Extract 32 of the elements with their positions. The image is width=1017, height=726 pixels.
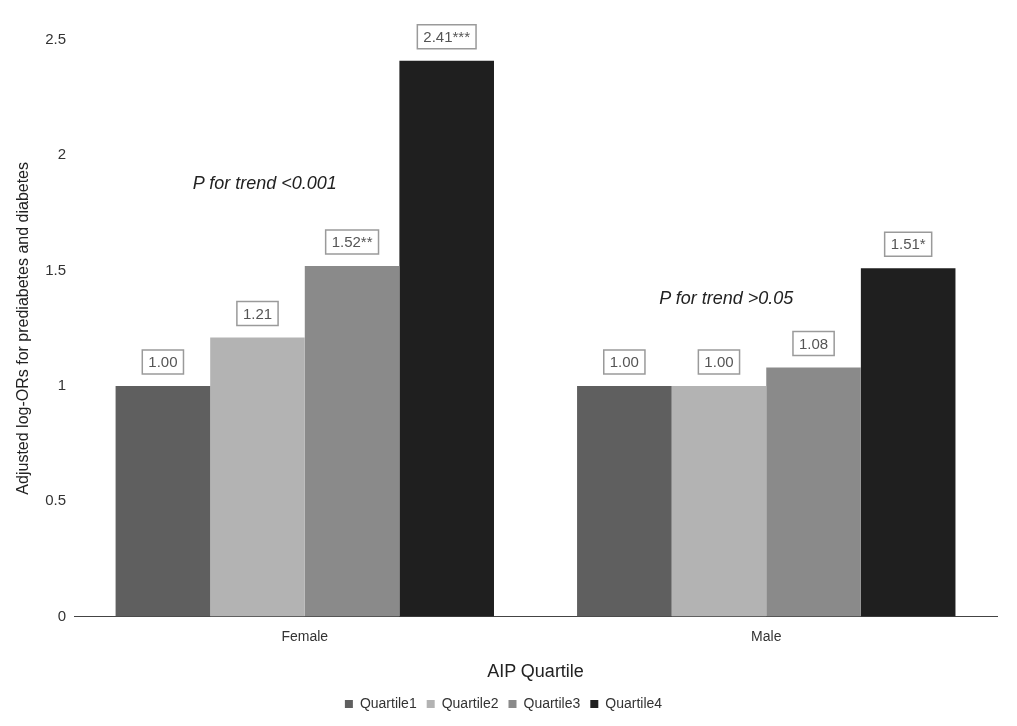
x-axis-title: AIP Quartile bbox=[487, 661, 584, 682]
bar bbox=[860, 268, 956, 617]
annotation: P for trend <0.001 bbox=[192, 173, 337, 194]
y-tick-label: 0.5 bbox=[45, 491, 67, 509]
y-tick-label: 1.5 bbox=[45, 260, 67, 278]
bar bbox=[115, 385, 211, 617]
bar bbox=[577, 385, 672, 617]
data-label: 1.52** bbox=[331, 233, 373, 251]
x-tick-label: Male bbox=[751, 627, 782, 644]
y-tick-label: 2 bbox=[57, 145, 67, 163]
legend-label: Quartile2 bbox=[441, 694, 499, 711]
legend-label: Quartile3 bbox=[523, 694, 581, 711]
bar bbox=[766, 367, 861, 617]
y-tick-label: 1 bbox=[57, 376, 67, 394]
x-tick-label: Female bbox=[281, 627, 329, 644]
legend-label: Quartile1 bbox=[359, 694, 417, 711]
data-label: 1.51* bbox=[890, 235, 926, 253]
y-tick-label: 0 bbox=[57, 606, 67, 624]
annotation: P for trend >0.05 bbox=[659, 288, 795, 309]
data-label: 1.00 bbox=[148, 353, 178, 371]
bar bbox=[399, 60, 494, 617]
data-label: 1.00 bbox=[609, 353, 639, 371]
y-axis-title: Adjusted log-ORs for prediabetes and diabetes bbox=[14, 161, 32, 495]
bar bbox=[304, 266, 400, 617]
data-label: 1.21 bbox=[242, 304, 273, 322]
y-tick-label: 2.5 bbox=[45, 30, 67, 48]
bar bbox=[671, 385, 767, 617]
data-label: 2.41*** bbox=[423, 27, 471, 45]
legend-label: Quartile4 bbox=[605, 694, 663, 711]
data-label: 1.00 bbox=[704, 353, 734, 371]
bar bbox=[210, 337, 305, 617]
data-label: 1.08 bbox=[798, 334, 829, 352]
